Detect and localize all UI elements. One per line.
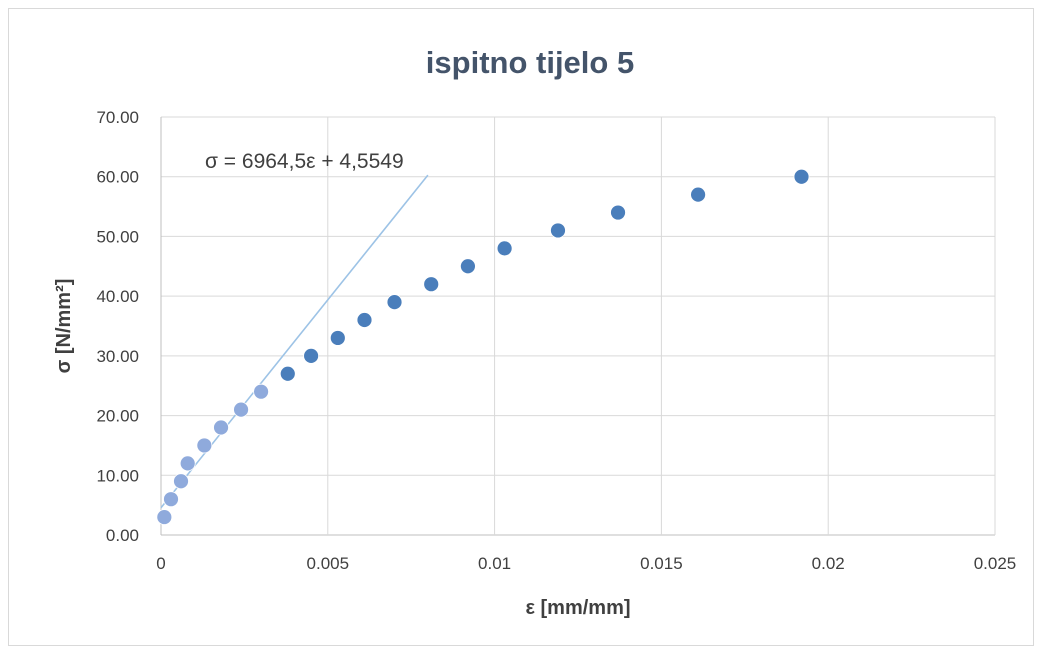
trendline-equation: σ = 6964,5ε + 4,5549: [205, 150, 404, 173]
data-point: [156, 509, 173, 525]
y-tick-label: 60.00: [96, 168, 139, 187]
y-tick-label: 30.00: [96, 347, 139, 366]
y-tick-label: 20.00: [96, 407, 139, 426]
y-axis-ticks: 0.00 10.00 20.00 30.00 40.00 50.00 60.00 70.00: [96, 108, 139, 545]
trendline-layer: [160, 174, 429, 509]
data-point: [690, 186, 706, 203]
y-tick-label: 40.00: [96, 287, 139, 306]
y-tick-label: 10.00: [96, 466, 139, 485]
x-tick-label: 0.015: [640, 554, 683, 573]
x-tick-label: 0: [156, 554, 165, 573]
data-point: [356, 312, 373, 328]
data-point: [423, 276, 440, 293]
x-tick-label: 0.02: [812, 554, 845, 573]
data-points: [156, 168, 810, 525]
data-point: [460, 258, 476, 275]
data-point: [213, 419, 229, 436]
chart-title: ispitno tijelo 5: [426, 45, 634, 80]
data-point: [610, 204, 626, 221]
data-point: [173, 473, 189, 490]
x-tick-label: 0.025: [974, 554, 1017, 573]
data-point: [179, 455, 196, 472]
x-tick-label: 0.005: [307, 554, 350, 573]
x-tick-label: 0.01: [478, 554, 511, 573]
data-point: [253, 383, 269, 400]
data-point: [329, 330, 346, 346]
data-point: [163, 491, 179, 508]
y-tick-label: 70.00: [96, 108, 139, 127]
x-axis-title: ε [mm/mm]: [525, 597, 630, 619]
data-point: [550, 222, 566, 239]
x-axis-ticks: 0 0.005 0.01 0.015 0.02 0.025: [156, 554, 1016, 573]
data-point: [496, 240, 513, 257]
data-point: [196, 437, 213, 454]
data-point: [279, 365, 296, 382]
data-point: [233, 401, 249, 418]
chart-area: [8, 8, 1034, 646]
data-point: [386, 294, 403, 311]
data-point: [793, 168, 810, 185]
data-point: [303, 347, 320, 364]
y-tick-label: 50.00: [96, 227, 139, 246]
y-axis-title: σ [N/mm²]: [53, 279, 75, 374]
trendline: [160, 174, 429, 509]
gridlines: [160, 116, 996, 536]
y-tick-label: 0.00: [106, 526, 139, 545]
